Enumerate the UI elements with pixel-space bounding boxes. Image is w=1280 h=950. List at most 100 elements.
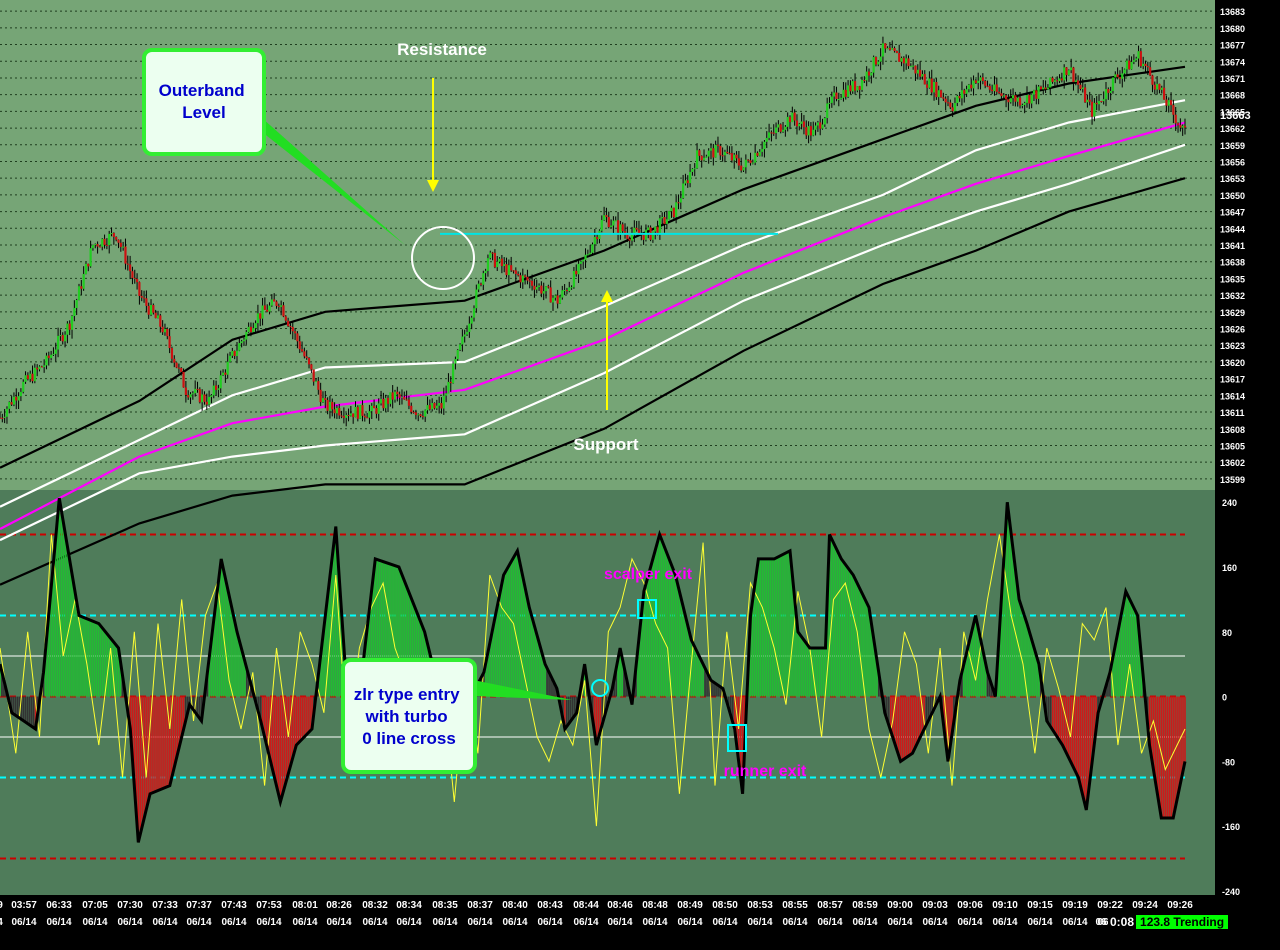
candle-body: [1102, 99, 1105, 102]
candle-body: [721, 155, 724, 157]
x-tick-date: 06/14: [992, 917, 1017, 928]
candle-body: [266, 309, 269, 312]
candle-body: [584, 254, 587, 260]
candle-body: [842, 89, 845, 98]
candle-body: [744, 159, 747, 168]
candle-body: [1028, 95, 1031, 104]
candle-body: [0, 417, 2, 419]
candle-body: [517, 273, 520, 276]
candle-body: [798, 123, 801, 127]
candle-body: [1058, 78, 1061, 82]
candle-body: [410, 405, 413, 412]
candle-body: [661, 217, 664, 219]
candle-body: [726, 151, 729, 154]
price-tick-label: 13617: [1220, 375, 1245, 385]
candle-body: [582, 259, 585, 262]
candle-body: [693, 168, 696, 170]
candle-body: [742, 167, 745, 171]
candle-body: [921, 74, 924, 77]
candle-body: [386, 397, 390, 404]
candle-body: [784, 126, 787, 130]
resistance-label: Resistance: [397, 40, 487, 59]
candle-body: [96, 244, 99, 247]
candle-body: [505, 264, 508, 276]
candle-body: [440, 403, 443, 409]
candle-body: [331, 401, 334, 410]
x-tick-time: 08:32: [362, 900, 388, 911]
candle-body: [970, 84, 973, 89]
candle-body: [593, 237, 596, 245]
zlr-pointer: [473, 680, 572, 700]
candle-body: [596, 237, 599, 240]
candle-body: [977, 80, 980, 83]
outerband-pointer: [262, 118, 405, 245]
candle-body: [284, 316, 287, 321]
candle-body: [226, 361, 229, 375]
candle-body: [949, 102, 952, 108]
candle-body: [1023, 102, 1026, 105]
candle-body: [1121, 73, 1124, 79]
candle-body: [1142, 63, 1145, 67]
status-time: 0:08: [1108, 915, 1137, 929]
candle-body: [194, 388, 197, 394]
candle-body: [626, 233, 629, 239]
candle-body: [809, 126, 813, 136]
candle-body: [860, 79, 864, 90]
band-midline: [0, 121, 1186, 530]
candle-body: [654, 226, 657, 232]
price-tick-label: 13611: [1220, 408, 1245, 418]
candle-body: [366, 417, 369, 419]
candle-body: [747, 159, 750, 161]
candle-body: [217, 388, 220, 390]
zlr-callout: [341, 658, 477, 774]
candle-body: [489, 252, 492, 259]
candle-body: [379, 398, 383, 404]
candle-body: [424, 410, 427, 417]
x-tick-date: 06/14: [467, 917, 492, 928]
candle-body: [68, 323, 71, 330]
candle-body: [833, 92, 836, 97]
candle-body: [684, 180, 687, 184]
support-label: Support: [573, 435, 638, 454]
candle-body: [879, 56, 882, 62]
candle-body: [479, 283, 483, 285]
candle-body: [779, 124, 782, 132]
candle-body: [672, 207, 675, 218]
price-tick-label: 13632: [1220, 291, 1245, 301]
candle-body: [507, 265, 510, 276]
candle-body: [637, 229, 641, 234]
candle-body: [686, 180, 689, 184]
candle-body: [1032, 90, 1036, 95]
candle-body: [270, 299, 273, 306]
time-axis-bg: [0, 895, 1280, 950]
candle-body: [805, 127, 808, 136]
candle-body: [870, 72, 873, 76]
candle-body: [117, 239, 120, 243]
x-tick-time: 09:22: [1097, 900, 1123, 911]
x-tick-date: 06/14: [502, 917, 527, 928]
candle-body: [277, 305, 280, 307]
x-tick-date: 06/14: [256, 917, 281, 928]
candle-body: [187, 394, 190, 398]
candle-body: [837, 98, 840, 100]
x-tick-time: 03:57: [11, 900, 37, 911]
candle-body: [291, 326, 294, 332]
candle-body: [712, 148, 715, 158]
candle-body: [273, 299, 276, 302]
candle-body: [540, 285, 543, 294]
osc-tick-label: 0: [1222, 693, 1227, 703]
candle-body: [275, 301, 278, 306]
candle-body: [512, 270, 515, 272]
candle-body: [500, 258, 503, 267]
candle-body: [737, 158, 740, 166]
candle-body: [956, 95, 959, 103]
candle-body: [326, 399, 329, 411]
candle-body: [398, 394, 401, 398]
candle-body: [886, 47, 889, 49]
candle-body: [465, 331, 469, 335]
candle-body: [177, 367, 181, 369]
candle-body: [342, 416, 345, 418]
candle-body: [456, 349, 459, 360]
status-value: 123.8: [1140, 915, 1171, 929]
candle-body: [1065, 67, 1068, 76]
